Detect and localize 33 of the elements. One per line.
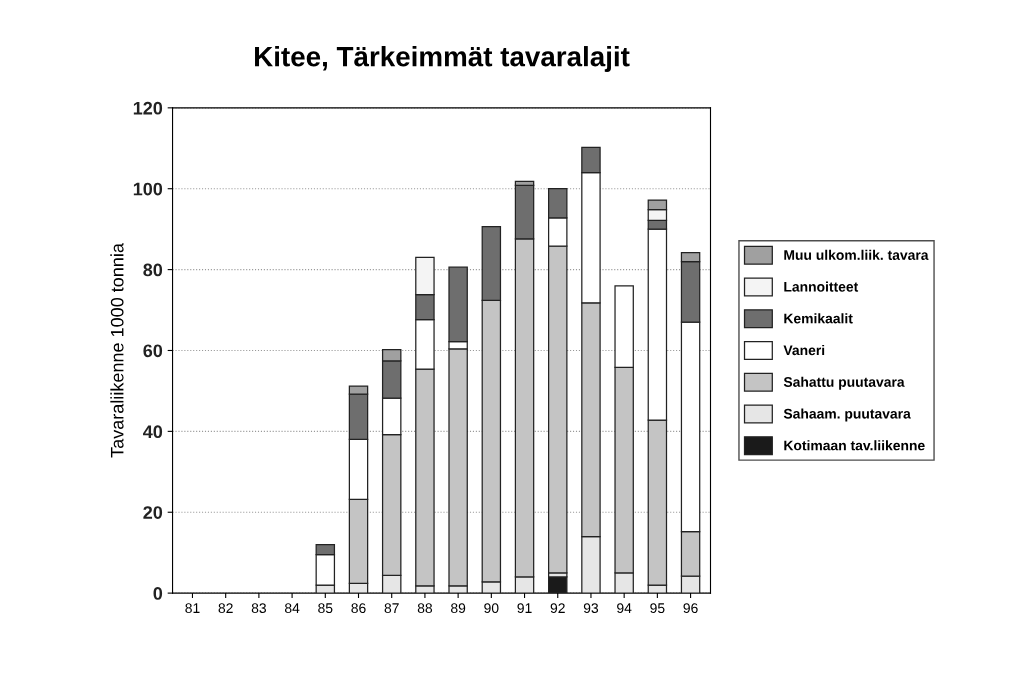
legend-label: Kemikaalit <box>784 313 853 324</box>
legend-label: Vaneri <box>783 344 825 356</box>
x-tick-label: 88 <box>417 603 433 614</box>
y-tick-label: 20 <box>143 506 163 519</box>
x-tick-label: 93 <box>583 603 599 614</box>
x-tick-label: 92 <box>550 603 565 614</box>
x-tick-label: 89 <box>451 603 466 614</box>
legend-label: Sahaam. puutavara <box>783 408 911 422</box>
legend-label: Sahattu puutavara <box>783 376 905 390</box>
x-tick-label: 91 <box>517 603 532 614</box>
bar <box>547 576 568 594</box>
x-tick-label: 96 <box>683 603 698 614</box>
legend-label: Muu ulkom.liik. tavara <box>784 249 929 260</box>
x-tick-label: 82 <box>218 603 233 614</box>
y-tick-label: 120 <box>133 101 163 115</box>
y-tick-label: 40 <box>143 425 163 439</box>
x-tick-label: 90 <box>484 603 499 614</box>
y-tick-label: 100 <box>133 182 163 196</box>
legend-label: Lannoitteet <box>784 281 859 292</box>
x-tick-label: 94 <box>617 603 632 614</box>
x-tick-label: 85 <box>318 603 333 614</box>
legend-label: Kotimaan tav.liikenne <box>784 440 925 451</box>
chart-title: Kitee, Tärkeimmät tavaralajit <box>255 46 630 72</box>
y-axis-title: Tavaraliikenne 1000 tonnia <box>110 243 124 458</box>
x-tick-label: 83 <box>251 603 266 614</box>
x-tick-label: 95 <box>650 603 665 614</box>
y-tick-label: 60 <box>143 344 163 358</box>
y-tick-label: 0 <box>153 587 163 600</box>
x-tick-label: 81 <box>185 603 200 614</box>
x-tick-label: 84 <box>284 603 300 614</box>
x-tick-label: 86 <box>351 603 366 614</box>
y-tick-label: 80 <box>143 263 163 277</box>
x-tick-label: 87 <box>384 603 399 614</box>
